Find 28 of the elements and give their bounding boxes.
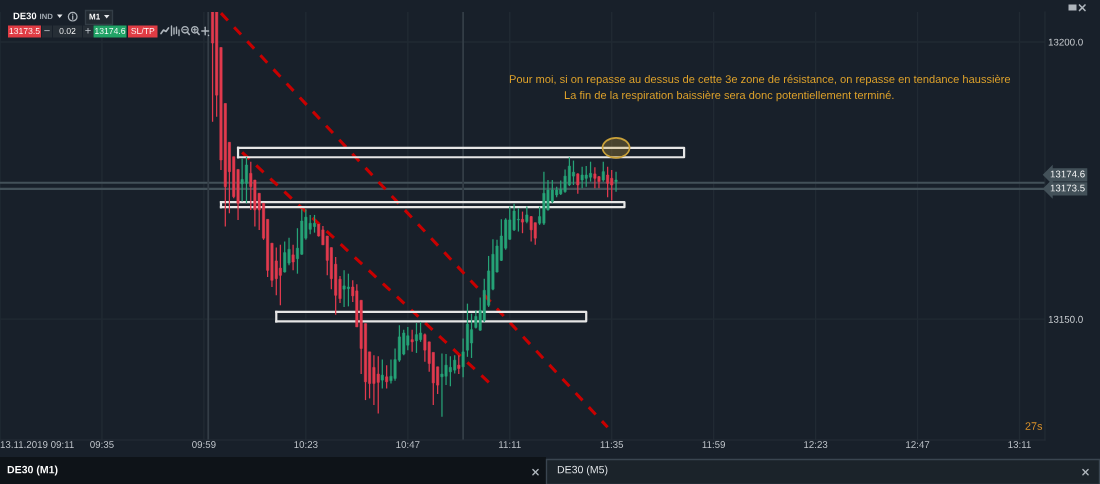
x-tick-label: 13:11 [1008, 441, 1031, 448]
x-tick-label: 12:23 [804, 441, 828, 448]
annotation: M1 [89, 13, 100, 20]
annotation: 0.02 [59, 27, 76, 35]
annotation: SL/TP [131, 27, 155, 35]
x-tick-label: 11:11 [499, 441, 521, 448]
ref-line-label: 13173.5 [1050, 184, 1085, 192]
x-tick-label: 10:47 [396, 441, 420, 448]
annotation: 27s [1025, 422, 1043, 430]
annotation: 13173.5 [9, 27, 40, 35]
ref-line-label: 13174.6 [1050, 170, 1085, 178]
annotation: Pour moi, si on repasse au dessus de cette 3e zone de résistance, on repasse en tendance haussière [509, 74, 1011, 86]
text: DE30 (M5) [557, 465, 608, 476]
x-tick-label: 12:47 [906, 441, 930, 448]
y-tick-label: 13200.0 [1048, 38, 1083, 46]
x-tick-label: 11:35 [600, 441, 624, 448]
annotation: + [85, 27, 91, 34]
x-tick-label: 10:23 [294, 441, 318, 448]
x-tick-label: 09:35 [90, 441, 114, 448]
annotation: − [44, 30, 50, 32]
x-tick-label: 11:59 [702, 441, 726, 448]
x-tick-label: 13.11.2019 09:11 [0, 441, 74, 448]
text: DE30 (M1) [7, 465, 58, 476]
annotation: DE30 [13, 12, 37, 20]
x-tick-label: 09:59 [192, 441, 216, 448]
annotation: La fin de la respiration baissière sera donc potentiellement terminé. [564, 90, 894, 102]
y-tick-label: 13150.0 [1048, 315, 1083, 323]
annotation: 13174.6 [95, 27, 126, 35]
